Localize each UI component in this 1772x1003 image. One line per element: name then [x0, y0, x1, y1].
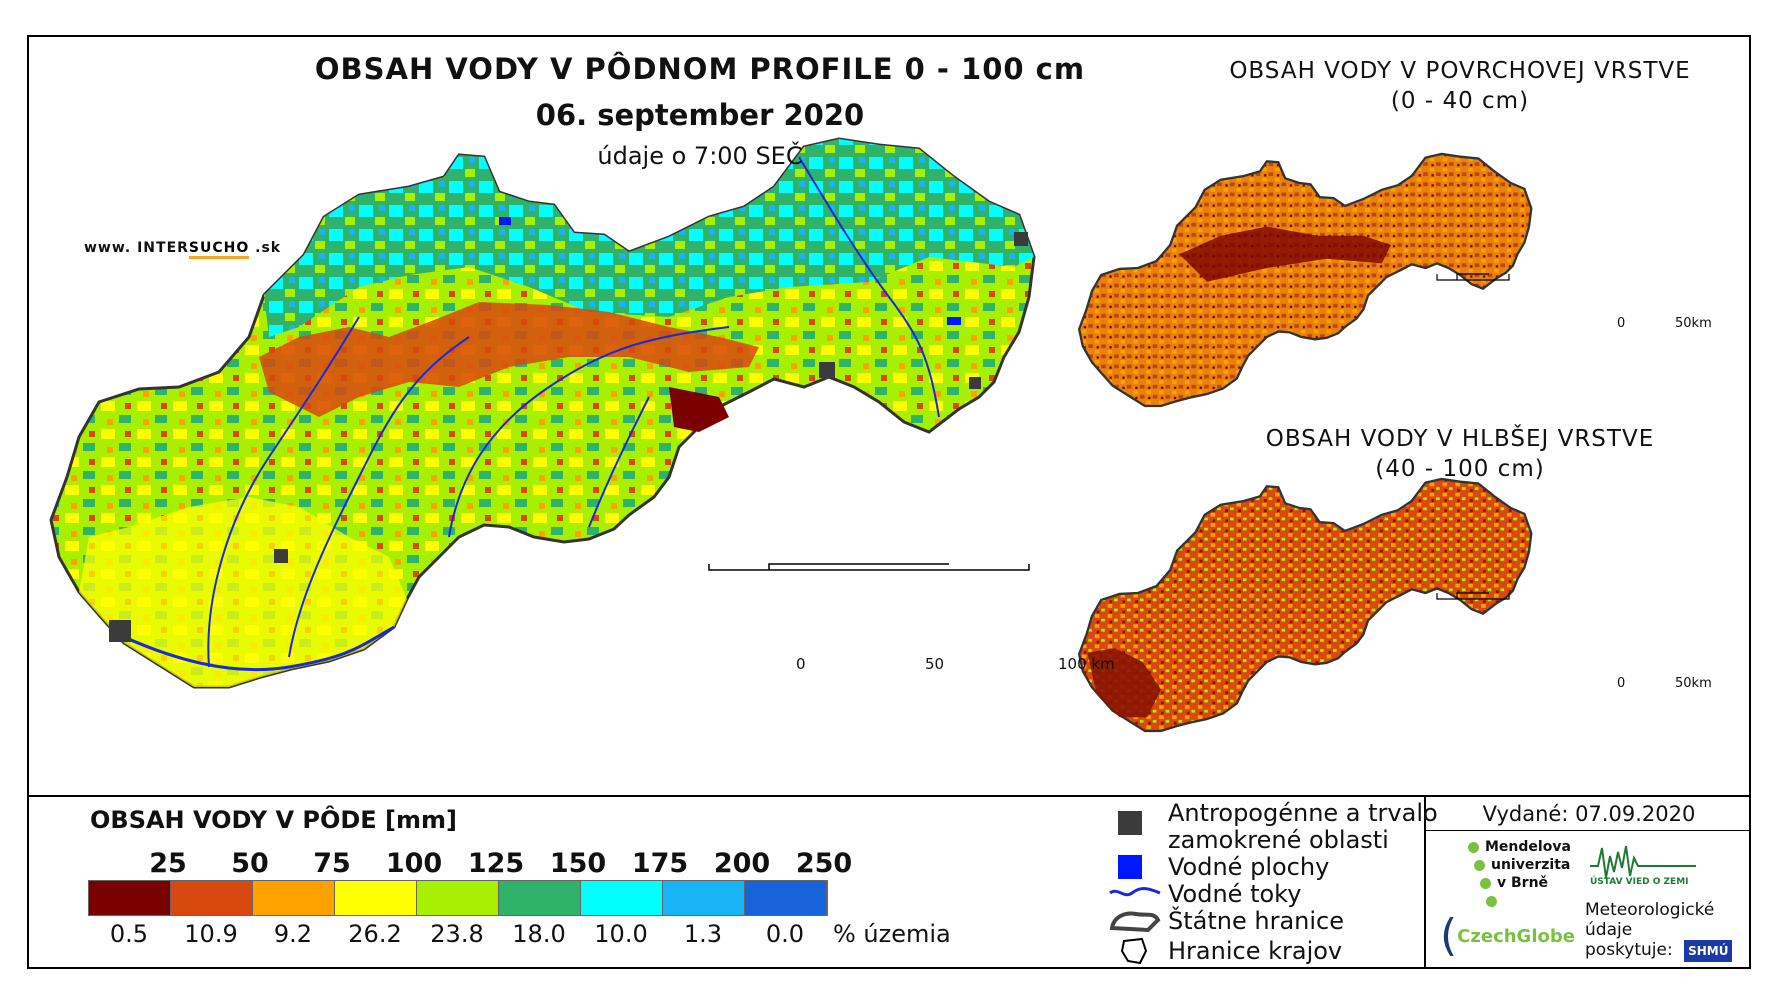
meteo-line3: poskytuje: — [1585, 940, 1673, 960]
meteo-line1: Meteorologické — [1585, 900, 1715, 920]
legend-swatch — [663, 881, 745, 915]
urban-line1: Antropogénne a trvalo — [1168, 799, 1438, 827]
legend-break: 200 — [713, 848, 771, 879]
time-note: údaje o 7:00 SEČ — [597, 142, 803, 170]
inset-top-title: OBSAH VODY V POVRCHOVEJ VRSTVE (0 - 40 c… — [1180, 56, 1740, 116]
issued-date: Vydané: 07.09.2020 — [1482, 802, 1696, 826]
legend-percent: 0.5 — [109, 920, 149, 948]
map-canvas — [49, 137, 1533, 733]
river-symbol — [1109, 887, 1161, 897]
mendel-line1: Mendelova — [1485, 839, 1571, 855]
inset-deep-map — [1077, 477, 1533, 733]
legend-break: 175 — [631, 848, 689, 879]
river-label: Vodné toky — [1168, 880, 1302, 908]
legend-percent: 10.9 — [184, 920, 238, 948]
czechglobe-arc-icon: ( — [1440, 910, 1458, 961]
legend-swatch — [171, 881, 253, 915]
legend-percent: 26.2 — [348, 920, 402, 948]
legend-percent: 23.8 — [430, 920, 484, 948]
uvz-logo: ÚSTAV VIED O ZEMI — [1588, 838, 1698, 892]
main-map — [49, 137, 1036, 689]
legend-break: 100 — [385, 848, 443, 879]
inset-bottom-scale-0: 0 — [1617, 676, 1626, 691]
legend-swatch — [417, 881, 499, 915]
inset-top-title-line2: (0 - 40 cm) — [1390, 88, 1530, 114]
map-date: 06. september 2020 — [535, 98, 865, 132]
urban-line2: zamokrené oblasti — [1168, 826, 1389, 854]
region-border-symbol — [1120, 937, 1148, 965]
legend-break: 150 — [549, 848, 607, 879]
water-body-symbol — [1118, 855, 1142, 879]
legend-swatch — [253, 881, 335, 915]
legend-title: OBSAH VODY V PÔDE [mm] — [90, 806, 458, 834]
legend-percent: 10.0 — [594, 920, 648, 948]
mendel-logo: Mendelova univerzita v Brně — [1468, 838, 1571, 910]
inset-top-scale-bar — [1436, 273, 1510, 281]
inset-bottom-title: OBSAH VODY V HLBŠEJ VRSTVE (40 - 100 cm) — [1180, 424, 1740, 484]
legend-percent: 1.3 — [683, 920, 723, 948]
inset-surface-map — [1077, 152, 1533, 408]
meteo-line2: údaje — [1585, 920, 1633, 940]
urban-area-symbol — [1118, 811, 1142, 835]
urban-area-label: Antropogénne a trvalo zamokrené oblasti — [1168, 800, 1438, 854]
main-scale-100: 100 km — [1058, 655, 1115, 673]
shmu-logo: SHMÚ — [1684, 940, 1733, 962]
legend-swatch — [745, 881, 827, 915]
main-scale-0: 0 — [796, 655, 806, 673]
state-border-label: Štátne hranice — [1168, 907, 1344, 935]
legend-colorbar — [88, 880, 828, 916]
legend-break: 50 — [231, 848, 269, 879]
legend-break: 25 — [149, 848, 187, 879]
legend-percent: 18.0 — [512, 920, 566, 948]
mendel-line2: univerzita — [1491, 857, 1571, 873]
issued-divider — [1424, 795, 1426, 969]
legend-break: 75 — [313, 848, 351, 879]
percent-label: % územia — [833, 920, 951, 948]
wet-region — [264, 139, 1034, 337]
water-body-label: Vodné plochy — [1168, 853, 1330, 881]
inset-top-title-line1: OBSAH VODY V POVRCHOVEJ VRSTVE — [1229, 58, 1691, 84]
inset-bottom-scale-bar — [1436, 592, 1510, 600]
very-dry-patch — [669, 387, 729, 432]
website-link[interactable]: www. INTERSUCHO .sk — [84, 240, 282, 259]
inset-top-scale-0: 0 — [1617, 316, 1626, 331]
legend-percent: 0.0 — [765, 920, 805, 948]
website-highlight: SUCHO — [188, 240, 250, 259]
inset-bottom-scale-50: 50km — [1675, 676, 1712, 691]
south-region — [79, 497, 407, 687]
czechglobe-text: CzechGlobe — [1457, 926, 1575, 947]
mendel-line3: v Brně — [1497, 875, 1549, 891]
main-scale-bar — [708, 563, 1030, 571]
legend-swatch — [581, 881, 663, 915]
czechglobe-logo: (CzechGlobe — [1440, 910, 1575, 961]
meteo-credit: Meteorologické údaje poskytuje: SHMÚ — [1585, 900, 1733, 962]
inset-bottom-title-line2: (40 - 100 cm) — [1375, 456, 1545, 482]
main-scale-50: 50 — [925, 655, 945, 673]
legend-percent: 9.2 — [273, 920, 313, 948]
legend-break: 250 — [795, 848, 853, 879]
state-border-symbol — [1109, 911, 1161, 933]
issued-underline — [1426, 830, 1751, 831]
legend-swatch — [335, 881, 417, 915]
legend-swatch — [89, 881, 171, 915]
region-border-label: Hranice krajov — [1168, 937, 1343, 965]
uvz-text: ÚSTAV VIED O ZEMI — [1590, 875, 1689, 887]
legend-break: 125 — [467, 848, 525, 879]
inset-bottom-title-line1: OBSAH VODY V HLBŠEJ VRSTVE — [1265, 426, 1655, 452]
inset-top-scale-50: 50km — [1675, 316, 1712, 331]
website-suffix: .sk — [249, 240, 282, 256]
map-title: OBSAH VODY V PÔDNOM PROFILE 0 - 100 cm — [314, 52, 1086, 86]
legend-swatch — [499, 881, 581, 915]
legend-divider — [27, 795, 1751, 797]
dry-band — [259, 302, 759, 417]
website-prefix: www. INTER — [84, 240, 189, 256]
